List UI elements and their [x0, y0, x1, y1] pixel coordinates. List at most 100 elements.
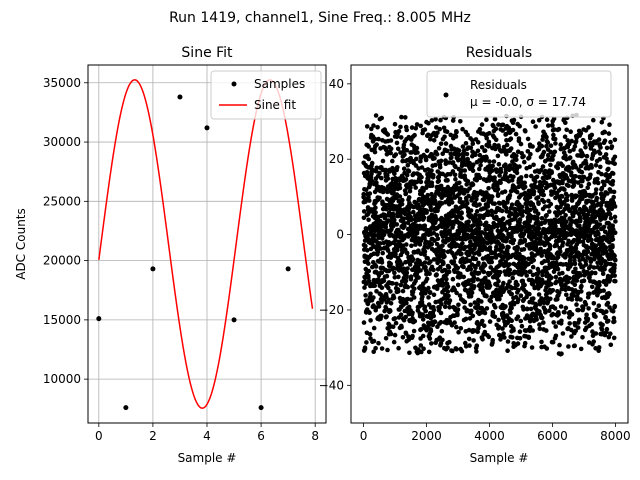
residual-point: [457, 180, 462, 186]
legend-samples-label: Samples: [254, 77, 305, 91]
residual-point: [401, 166, 407, 171]
residual-point: [608, 139, 613, 145]
residual-point: [503, 162, 508, 167]
residual-point: [478, 163, 483, 168]
residual-point: [530, 328, 535, 333]
residuals-y-tick-label: 0: [336, 228, 344, 242]
residual-point: [489, 168, 495, 173]
residuals-y-tick-label: 40: [329, 77, 344, 91]
residual-point: [421, 194, 427, 200]
residual-point: [555, 165, 561, 171]
residual-point: [560, 240, 566, 246]
residual-point: [483, 220, 489, 226]
residual-point: [587, 274, 592, 280]
residual-point: [397, 194, 403, 199]
residual-point: [448, 132, 454, 138]
residual-point: [361, 320, 367, 325]
residual-point: [553, 274, 559, 280]
residual-point: [443, 161, 449, 166]
residual-point: [572, 144, 578, 149]
residual-point: [505, 235, 510, 240]
residual-point: [519, 323, 525, 329]
residual-point: [386, 297, 391, 303]
residual-point: [572, 282, 578, 288]
residual-point: [487, 283, 493, 289]
residual-point: [560, 331, 566, 336]
residual-point: [597, 151, 603, 156]
residual-point: [381, 278, 387, 284]
residual-point: [490, 232, 495, 238]
residual-point: [388, 146, 394, 152]
residual-point: [554, 262, 560, 268]
residual-point: [407, 262, 413, 267]
residual-point: [433, 117, 438, 122]
residual-point: [420, 312, 426, 317]
residual-point: [517, 329, 523, 335]
residual-point: [386, 218, 391, 223]
residual-point: [476, 270, 482, 276]
residual-point: [484, 306, 490, 311]
residual-point: [409, 243, 414, 249]
residual-point: [590, 200, 596, 205]
residual-point: [399, 114, 404, 120]
residual-point: [416, 217, 422, 222]
residual-point: [488, 270, 493, 276]
residual-point: [588, 172, 593, 178]
residual-point: [482, 148, 488, 153]
residual-point: [602, 138, 608, 143]
residual-point: [503, 304, 508, 309]
sine-fit-x-tick-label: 0: [95, 429, 103, 443]
residual-point: [446, 293, 451, 299]
residual-point: [557, 290, 562, 295]
residual-point: [434, 125, 439, 130]
residual-point: [486, 139, 492, 145]
residual-point: [541, 149, 547, 155]
residual-point: [553, 333, 559, 339]
residual-point: [613, 219, 618, 224]
residual-point: [508, 205, 514, 211]
residual-point: [450, 276, 456, 282]
residual-point: [471, 162, 476, 167]
residual-point: [453, 134, 459, 139]
residual-point: [392, 121, 398, 127]
residual-point: [567, 155, 573, 160]
residual-point: [465, 179, 471, 184]
residual-point: [412, 318, 418, 324]
residual-point: [379, 346, 385, 351]
residual-point: [495, 192, 501, 197]
residual-point: [580, 335, 585, 340]
residuals-title: Residuals: [466, 45, 532, 61]
residual-point: [392, 316, 398, 321]
residual-point: [366, 156, 372, 162]
residual-point: [527, 194, 533, 200]
residual-point: [510, 127, 516, 133]
residual-point: [528, 269, 533, 274]
residual-point: [500, 310, 506, 316]
residual-point: [534, 174, 540, 180]
residual-point: [362, 285, 367, 290]
residual-point: [462, 244, 468, 250]
residual-point: [544, 346, 550, 351]
residual-point: [518, 175, 524, 180]
residual-point: [484, 155, 489, 161]
residual-point: [523, 269, 528, 275]
residual-point: [541, 199, 547, 204]
residual-point: [374, 180, 379, 186]
residual-point: [458, 326, 464, 331]
residual-point: [447, 160, 452, 165]
residual-point: [436, 178, 442, 184]
residual-point: [455, 282, 461, 288]
sample-point: [204, 125, 210, 131]
residual-point: [608, 215, 614, 221]
residual-point: [441, 261, 446, 266]
residual-point: [545, 140, 551, 145]
residual-point: [445, 284, 451, 290]
residual-point: [555, 266, 561, 272]
residual-point: [589, 132, 595, 138]
residual-point: [548, 201, 554, 207]
residual-point: [527, 291, 532, 297]
sine-fit-y-tick-label: 35000: [43, 76, 81, 90]
legend-samples-marker: [231, 81, 237, 87]
residual-point: [493, 305, 498, 310]
residual-point: [578, 273, 583, 278]
